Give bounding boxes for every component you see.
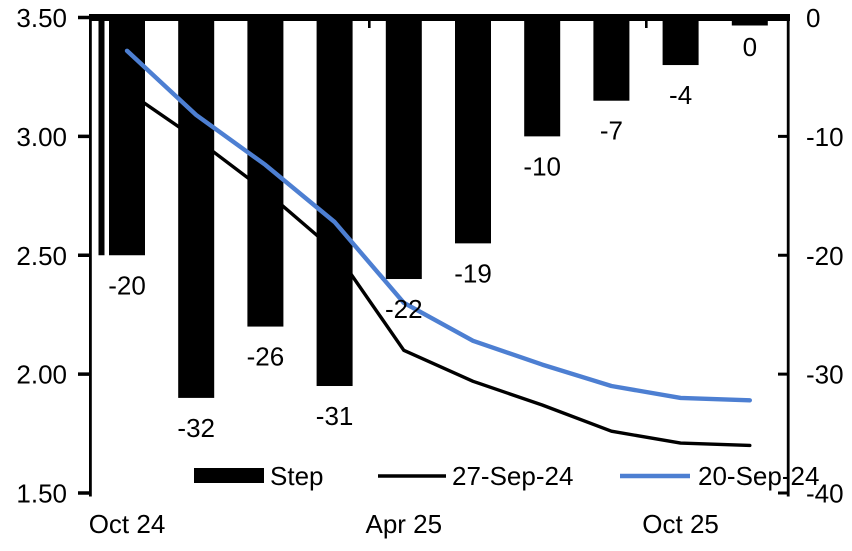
- line-27-sep-24: [125, 89, 752, 448]
- step-bar: [662, 14, 699, 66]
- legend-20-sep-24-label: 20-Sep-24: [698, 461, 819, 491]
- left-axis-tick: [78, 491, 89, 495]
- bar-data-label: -10: [523, 151, 561, 181]
- left-axis-tick-label: 2.00: [16, 360, 67, 390]
- left-axis-tick-label: 3.00: [16, 122, 67, 152]
- right-axis-tick-label: -10: [806, 122, 844, 152]
- bar-data-label: -4: [669, 80, 692, 110]
- bar-data-label: -20: [108, 270, 146, 300]
- step-bar-sliver: [98, 14, 105, 256]
- category-tick: [368, 21, 371, 28]
- legend-step-swatch: [194, 468, 264, 483]
- x-axis-label: Apr 25: [365, 509, 442, 539]
- right-axis-tick: [778, 134, 787, 138]
- left-axis-tick: [78, 372, 89, 376]
- right-axis-tick-label: -20: [806, 241, 844, 271]
- right-axis-tick-label: -40: [806, 479, 844, 509]
- bar-data-label: -19: [454, 258, 492, 288]
- right-axis-tick-label: -30: [806, 360, 844, 390]
- bar-data-label: -7: [600, 116, 623, 146]
- left-axis-tick: [78, 134, 89, 139]
- line-20-sep-24: [124, 48, 752, 403]
- left-axis-line: [89, 14, 92, 497]
- left-axis-tick-label: 3.50: [16, 3, 67, 33]
- right-axis-tick: [778, 16, 787, 19]
- right-axis-tick: [778, 253, 787, 257]
- step-bar: [247, 14, 284, 327]
- x-axis-label: Oct 24: [89, 509, 166, 539]
- bar-data-label: -26: [247, 342, 285, 372]
- bar-data-label: -22: [385, 294, 423, 324]
- left-axis-tick: [78, 15, 89, 20]
- left-axis-tick-label: 2.50: [16, 241, 67, 271]
- left-axis-tick-label: 1.50: [16, 479, 67, 509]
- step-bar: [593, 14, 630, 101]
- top-zero-line: [89, 14, 790, 21]
- legend-27-sep-24-label: 27-Sep-24: [452, 461, 573, 491]
- step-bar: [316, 14, 353, 387]
- left-axis-tick: [78, 253, 89, 257]
- step-bar: [455, 14, 491, 244]
- bar-data-label: 0: [743, 32, 757, 62]
- right-axis-tick: [778, 372, 787, 376]
- bar-data-label: -31: [316, 401, 354, 431]
- right-axis-tick: [778, 491, 787, 495]
- legend-step-label: Step: [270, 461, 324, 491]
- bar-data-label: -32: [177, 413, 215, 443]
- step-bar: [178, 14, 215, 398]
- category-tick: [645, 21, 648, 28]
- right-axis-tick-label: 0: [806, 3, 820, 33]
- right-axis-line: [786, 14, 790, 497]
- x-axis-label: Oct 25: [642, 509, 719, 539]
- step-bar: [524, 14, 561, 137]
- step-bar: [385, 14, 422, 280]
- step-bar: [109, 14, 145, 256]
